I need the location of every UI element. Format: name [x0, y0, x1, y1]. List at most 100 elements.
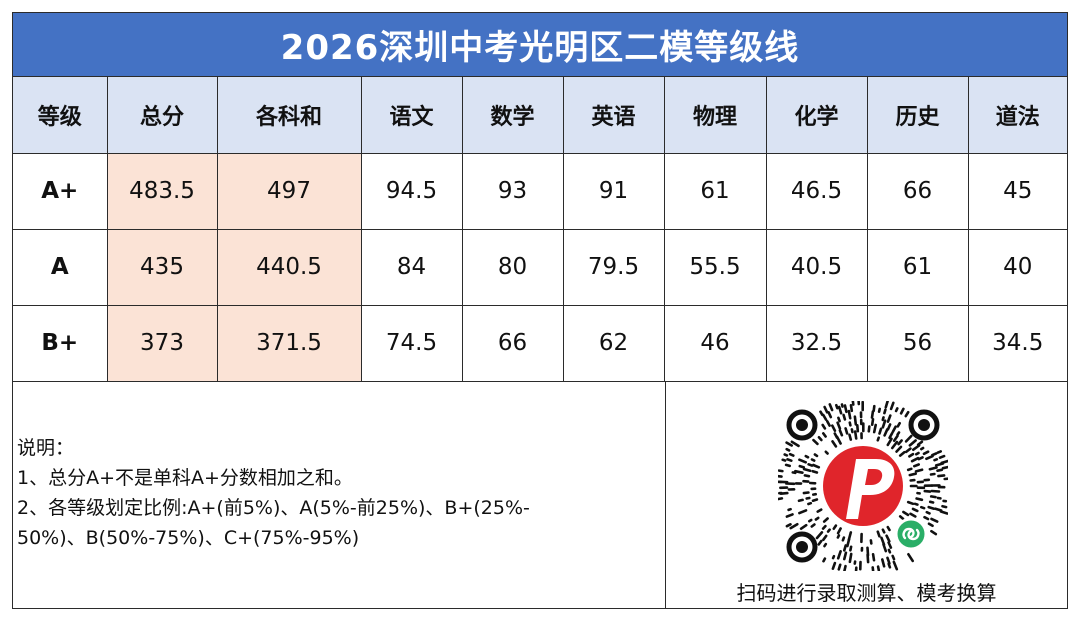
- qr-dot: [896, 431, 901, 436]
- qr-dot: [886, 556, 891, 565]
- qr-dot: [791, 471, 797, 475]
- qr-dot: [895, 445, 903, 453]
- qr-dot: [848, 421, 852, 427]
- qr-dot: [831, 554, 836, 560]
- qr-dot: [915, 497, 924, 502]
- qr-dot: [848, 552, 853, 564]
- qr-dot: [827, 411, 833, 419]
- qr-dot: [837, 563, 842, 571]
- qr-dot: [838, 429, 844, 437]
- qr-dot: [881, 558, 886, 568]
- qr-dot: [891, 440, 899, 450]
- qr-dot: [804, 454, 810, 459]
- qr-dot: [882, 543, 888, 553]
- qr-dot: [913, 502, 919, 506]
- qr-dot: [798, 509, 808, 515]
- qr-dot: [833, 432, 839, 439]
- score-cell: 94.5: [360, 152, 463, 230]
- qr-dot: [817, 539, 823, 546]
- qr-dot: [836, 534, 841, 539]
- qr-dot: [876, 530, 881, 538]
- qr-dot: [896, 421, 901, 428]
- qr-dot: [802, 491, 810, 495]
- qr-dot: [915, 451, 920, 456]
- qr-dot: [849, 545, 853, 552]
- table-header-row: 等级 总分 各科和 语文 数学 英语 物理 化学 历史 道法: [13, 77, 1067, 154]
- qr-dot: [917, 456, 924, 461]
- qr-dot: [843, 564, 847, 571]
- qr-dot: [814, 516, 820, 521]
- qr-dot: [885, 534, 891, 543]
- qr-dot: [904, 410, 910, 418]
- subject-sum-cell: 371.5: [216, 304, 362, 382]
- score-cell: 61: [663, 152, 767, 230]
- qr-dot: [920, 446, 925, 451]
- qr-dot: [898, 515, 905, 520]
- qr-dot: [819, 410, 824, 417]
- qr-dot: [922, 450, 930, 456]
- qr-dot: [807, 518, 813, 523]
- qr-dot: [847, 409, 852, 420]
- finder-mark-bottom-left: [786, 531, 818, 563]
- qr-caption: 扫码进行录取测算、模考换算: [736, 581, 997, 605]
- qr-dot: [830, 424, 837, 433]
- qr-dot: [831, 561, 837, 570]
- qr-dot: [925, 454, 934, 461]
- qr-dot: [887, 541, 893, 549]
- qr-dot: [815, 531, 824, 540]
- score-cell: 45: [967, 152, 1067, 230]
- qr-dot: [936, 450, 942, 454]
- mini-program-qr-code-icon[interactable]: [778, 401, 948, 571]
- qr-dot: [881, 528, 886, 534]
- qr-dot: [913, 463, 920, 468]
- qr-dot: [881, 416, 885, 422]
- qr-dot: [802, 467, 812, 473]
- column-header-subject-sum: 各科和: [216, 77, 362, 154]
- qr-dot: [872, 423, 877, 434]
- qr-dot: [803, 474, 811, 478]
- qr-dot: [930, 517, 939, 523]
- qr-dot: [778, 469, 784, 473]
- finder-mark-top-left: [786, 409, 818, 441]
- grade-cell: A: [13, 228, 108, 306]
- qr-dot: [878, 427, 883, 435]
- qr-dot: [920, 505, 926, 510]
- qr-dot: [826, 528, 831, 533]
- qr-dot: [914, 468, 924, 473]
- qr-dot: [778, 474, 783, 478]
- score-cell: 46: [663, 304, 767, 382]
- qr-dot: [784, 463, 791, 468]
- qr-dot: [886, 423, 892, 431]
- qr-dot: [810, 523, 816, 528]
- qr-dot: [812, 438, 819, 446]
- total-score-cell: 483.5: [106, 152, 218, 230]
- qr-dot: [904, 434, 913, 443]
- qr-dot: [941, 465, 948, 470]
- qr-dot: [778, 497, 784, 501]
- column-header-history: 历史: [866, 77, 969, 154]
- qr-dot: [870, 410, 875, 419]
- qr-dot: [823, 542, 828, 548]
- score-cell: 40: [967, 228, 1067, 306]
- table-row: A 435 440.5 84 80 79.5 55.5 40.5 61 40: [13, 228, 1067, 306]
- qr-dot: [816, 508, 823, 513]
- qr-dot: [822, 534, 828, 541]
- qr-dot: [909, 512, 917, 518]
- score-cell: 62: [562, 304, 665, 382]
- qr-dot: [899, 407, 905, 415]
- qr-dot: [928, 466, 938, 471]
- qr-dot: [887, 548, 892, 554]
- finder-mark-top-right: [908, 409, 940, 441]
- qr-dot: [911, 507, 919, 513]
- qr-dot: [783, 453, 789, 457]
- qr-dot: [850, 428, 854, 434]
- qr-dot: [836, 550, 842, 560]
- qr-dot: [907, 553, 914, 563]
- notes-line-2a: 2、各等级划定比例:A+(前5%)、A(5%-前25%)、B+(25%-: [17, 497, 530, 519]
- grade-cell: A+: [13, 152, 108, 230]
- qr-panel: 扫码进行录取测算、模考换算: [666, 381, 1067, 608]
- qr-dot: [798, 458, 808, 464]
- qr-dot: [927, 522, 934, 528]
- qr-dot: [908, 472, 917, 477]
- qr-dot: [846, 537, 851, 548]
